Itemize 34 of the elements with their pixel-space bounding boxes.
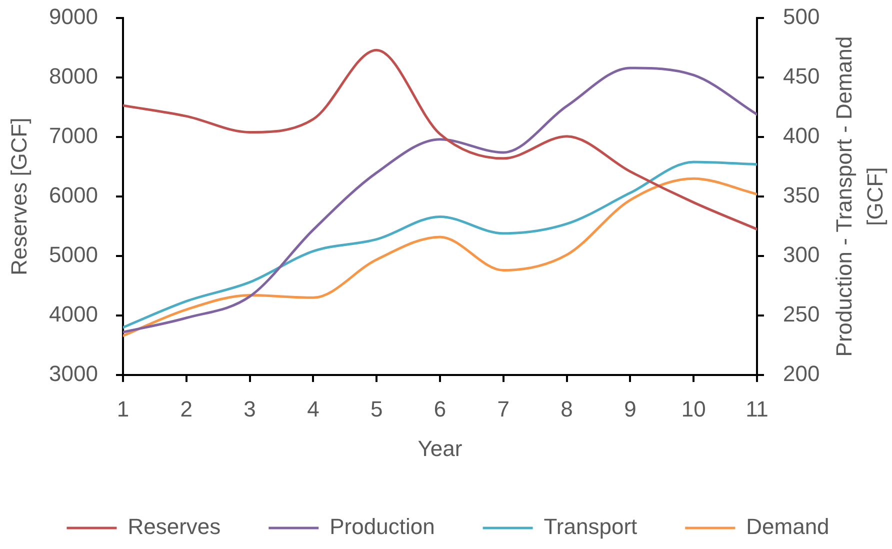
y2-tick-label: 400 bbox=[783, 123, 820, 148]
x-tick-label: 9 bbox=[624, 396, 636, 422]
line-series bbox=[123, 48, 757, 230]
x-tick-label: 6 bbox=[434, 396, 446, 422]
legend-label: Production bbox=[330, 514, 435, 540]
y2-tick-label: 200 bbox=[783, 361, 820, 386]
y2-axis-title: Production - Transport - Demand [GCF] bbox=[832, 36, 888, 357]
x-axis-title: Year bbox=[418, 436, 462, 461]
y-tick-label: 3000 bbox=[49, 361, 98, 386]
y2-tick-label: 250 bbox=[783, 302, 820, 327]
line-series bbox=[123, 66, 757, 334]
x-tick-label: 1 bbox=[116, 396, 130, 422]
y-tick-label: 4000 bbox=[49, 302, 98, 327]
x-tick-label: 8 bbox=[560, 396, 573, 422]
legend-label: Demand bbox=[746, 514, 830, 540]
y-tick-label: 7000 bbox=[49, 123, 98, 148]
x-tick-label: 3 bbox=[244, 396, 256, 422]
legend-label: Reserves bbox=[128, 514, 221, 540]
y-tick-label: 9000 bbox=[49, 4, 98, 30]
y2-tick-label: 500 bbox=[783, 4, 820, 30]
x-tick-label: 4 bbox=[307, 396, 320, 422]
y-tick-label: 6000 bbox=[49, 182, 98, 208]
y-axis-title: Reserves [GCF] bbox=[6, 118, 32, 276]
y2-tick-label: 350 bbox=[783, 182, 820, 208]
legend-label: Transport bbox=[544, 514, 638, 540]
x-tick-label: 2 bbox=[180, 396, 193, 422]
y2-tick-label: 300 bbox=[783, 242, 820, 268]
y2-tick-label: 450 bbox=[783, 64, 820, 89]
y-tick-label: 5000 bbox=[49, 242, 98, 268]
x-tick-label: 11 bbox=[746, 396, 768, 422]
x-tick-label: 10 bbox=[681, 396, 706, 422]
x-tick-label: 7 bbox=[497, 396, 510, 422]
x-tick-label: 5 bbox=[370, 396, 383, 422]
y-tick-label: 8000 bbox=[49, 64, 98, 89]
